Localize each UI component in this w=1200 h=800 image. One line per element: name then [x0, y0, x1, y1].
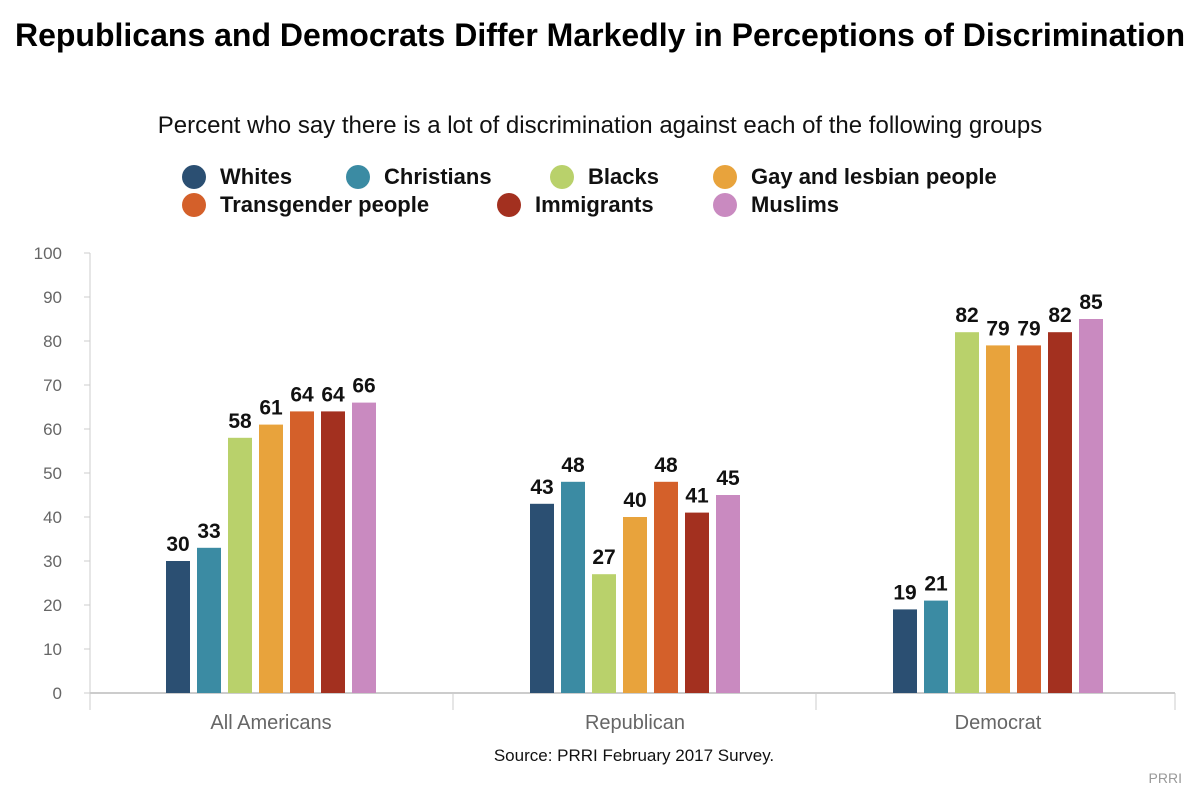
data-label: 58 [228, 410, 252, 433]
y-tick-label: 90 [43, 288, 62, 307]
legend-label: Muslims [751, 192, 840, 217]
bar [352, 402, 376, 693]
bar [1017, 345, 1041, 693]
legend-marker [182, 165, 206, 189]
bar [592, 574, 616, 693]
legend-label: Immigrants [535, 192, 654, 217]
bar [893, 609, 917, 693]
y-tick-label: 30 [43, 552, 62, 571]
legend-label: Christians [384, 164, 492, 189]
data-label: 64 [290, 383, 314, 406]
data-label: 64 [321, 383, 345, 406]
data-label: 30 [166, 533, 189, 556]
legend-item: Christians [346, 164, 492, 190]
bar [290, 411, 314, 693]
legend-marker [346, 165, 370, 189]
legend-item: Whites [182, 164, 292, 190]
source-note: Source: PRRI February 2017 Survey. [493, 746, 775, 765]
data-label: 79 [986, 317, 1009, 340]
bar [716, 495, 740, 693]
y-tick-label: 80 [43, 332, 62, 351]
legend-label: Transgender people [220, 192, 430, 217]
y-tick-label: 60 [43, 420, 62, 439]
chart-title: Republicans and Democrats Differ Markedl… [14, 17, 1186, 53]
data-label: 79 [1017, 317, 1040, 340]
data-label: 45 [716, 467, 740, 490]
y-tick-label: 100 [34, 244, 62, 263]
bar [685, 512, 709, 693]
data-label: 82 [1048, 304, 1071, 327]
data-label: 85 [1079, 291, 1103, 314]
bar [1048, 332, 1072, 693]
data-label: 82 [955, 304, 978, 327]
credit: PRRI [1148, 770, 1182, 786]
y-tick-label: 20 [43, 596, 62, 615]
bar [623, 517, 647, 693]
legend-item: Muslims [713, 192, 839, 218]
bar [654, 481, 678, 693]
x-tick-label: Republican [585, 712, 685, 734]
bar [561, 481, 585, 693]
y-tick-label: 50 [43, 464, 62, 483]
data-label: 27 [592, 546, 615, 569]
data-label: 40 [623, 489, 646, 512]
legend-item: Blacks [550, 164, 659, 190]
x-tick-label: Democrat [955, 712, 1042, 734]
legend-marker [182, 193, 206, 217]
bar [259, 424, 283, 693]
bar [228, 437, 252, 693]
data-label: 61 [259, 397, 283, 420]
bar [955, 332, 979, 693]
data-label: 21 [924, 573, 948, 596]
data-label: 66 [352, 375, 375, 398]
legend-marker [713, 193, 737, 217]
legend-marker [497, 193, 521, 217]
y-tick-label: 0 [53, 684, 62, 703]
bar [530, 503, 554, 693]
chart-subtitle: Percent who say there is a lot of discri… [157, 112, 1043, 139]
data-label: 43 [530, 476, 553, 499]
legend-item: Gay and lesbian people [713, 164, 997, 190]
legend-label: Blacks [588, 164, 659, 189]
y-tick-label: 70 [43, 376, 62, 395]
data-label: 33 [197, 520, 220, 543]
x-tick-label: All Americans [210, 712, 331, 734]
bar [321, 411, 345, 693]
bar [166, 561, 190, 693]
data-label: 41 [685, 485, 709, 508]
data-label: 48 [654, 454, 678, 477]
bar [1079, 319, 1103, 693]
legend-label: Whites [220, 164, 293, 189]
bar [197, 547, 221, 693]
legend-marker [550, 165, 574, 189]
legend-marker [713, 165, 737, 189]
y-tick-label: 40 [43, 508, 62, 527]
legend-item: Immigrants [497, 192, 654, 218]
y-tick-label: 10 [43, 640, 62, 659]
data-label: 48 [561, 454, 585, 477]
legend-item: Transgender people [182, 192, 429, 218]
data-label: 19 [893, 581, 916, 604]
legend-label: Gay and lesbian people [751, 164, 997, 189]
bar [986, 345, 1010, 693]
bar [924, 600, 948, 693]
